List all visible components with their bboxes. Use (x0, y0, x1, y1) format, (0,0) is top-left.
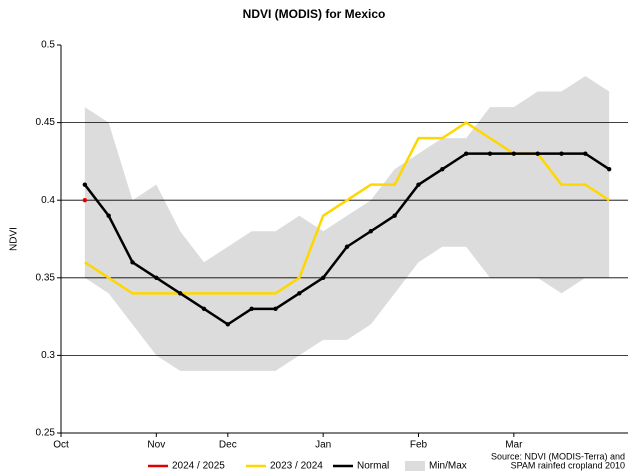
y-tick-label: 0.35 (36, 272, 56, 283)
point (583, 151, 588, 156)
y-axis-label: NDVI (9, 227, 20, 251)
point (130, 260, 135, 265)
point (82, 198, 88, 203)
point (297, 291, 302, 296)
point (273, 306, 278, 312)
point (82, 182, 88, 187)
point (320, 275, 326, 280)
x-tick-label: Oct (53, 440, 69, 451)
legend-label: 2023 / 2024 (270, 461, 323, 472)
source-note: Source: NDVI (MODIS-Terra) and (491, 451, 625, 461)
x-tick-label: Feb (410, 440, 428, 451)
y-tick-label: 0.4 (41, 195, 55, 206)
legend-label: Min/Max (429, 461, 467, 472)
legend-label: 2024 / 2025 (172, 461, 225, 472)
point (511, 151, 517, 156)
point (344, 244, 350, 249)
legend-label: Normal (357, 461, 389, 472)
point (392, 213, 397, 218)
min-max-band (84, 76, 610, 371)
point (154, 275, 159, 280)
x-tick-label: Mar (505, 440, 523, 451)
y-tick-label: 0.45 (36, 117, 56, 128)
point (416, 182, 421, 187)
point (106, 213, 111, 218)
point (177, 291, 183, 296)
y-tick-label: 0.25 (36, 428, 56, 439)
point (559, 151, 564, 156)
source-note: SPAM rainfed cropland 2010 (511, 460, 625, 470)
point (201, 306, 207, 312)
y-tick-label: 0.5 (41, 40, 55, 51)
point (249, 306, 254, 312)
x-tick-label: Nov (147, 440, 165, 451)
point (368, 229, 374, 234)
x-tick-label: Dec (219, 440, 237, 451)
point (487, 151, 493, 156)
point (225, 322, 231, 327)
point (463, 151, 469, 156)
point (440, 166, 445, 172)
x-tick-label: Jan (315, 440, 331, 451)
point (535, 151, 540, 156)
legend-swatch (405, 461, 425, 471)
y-tick-label: 0.3 (41, 350, 55, 361)
chart-title: NDVI (MODIS) for Mexico (243, 7, 386, 21)
point (606, 166, 612, 172)
